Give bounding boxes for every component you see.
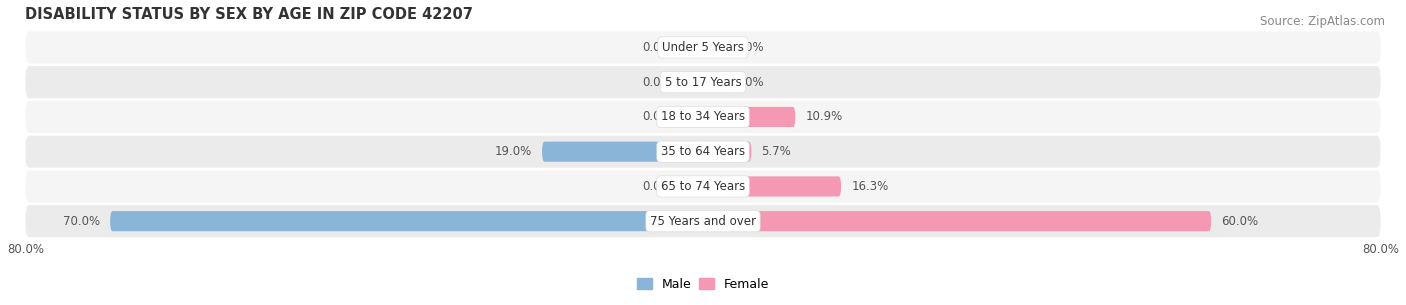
Text: 0.0%: 0.0% xyxy=(643,110,672,124)
Text: 5.7%: 5.7% xyxy=(762,145,792,158)
FancyBboxPatch shape xyxy=(25,66,1381,98)
FancyBboxPatch shape xyxy=(703,142,751,162)
Text: 19.0%: 19.0% xyxy=(495,145,531,158)
Text: 10.9%: 10.9% xyxy=(806,110,842,124)
Legend: Male, Female: Male, Female xyxy=(637,278,769,291)
FancyBboxPatch shape xyxy=(25,101,1381,133)
FancyBboxPatch shape xyxy=(703,176,841,196)
FancyBboxPatch shape xyxy=(25,136,1381,168)
FancyBboxPatch shape xyxy=(703,37,724,58)
Text: 65 to 74 Years: 65 to 74 Years xyxy=(661,180,745,193)
FancyBboxPatch shape xyxy=(682,72,703,92)
FancyBboxPatch shape xyxy=(703,211,1211,231)
FancyBboxPatch shape xyxy=(543,142,703,162)
Text: DISABILITY STATUS BY SEX BY AGE IN ZIP CODE 42207: DISABILITY STATUS BY SEX BY AGE IN ZIP C… xyxy=(25,7,474,22)
FancyBboxPatch shape xyxy=(682,176,703,196)
Text: 70.0%: 70.0% xyxy=(63,215,100,228)
FancyBboxPatch shape xyxy=(703,72,724,92)
Text: 18 to 34 Years: 18 to 34 Years xyxy=(661,110,745,124)
Text: 60.0%: 60.0% xyxy=(1222,215,1258,228)
Text: Under 5 Years: Under 5 Years xyxy=(662,41,744,54)
FancyBboxPatch shape xyxy=(682,107,703,127)
FancyBboxPatch shape xyxy=(25,170,1381,203)
Text: 75 Years and over: 75 Years and over xyxy=(650,215,756,228)
Text: 0.0%: 0.0% xyxy=(734,41,763,54)
Text: 5 to 17 Years: 5 to 17 Years xyxy=(665,76,741,89)
FancyBboxPatch shape xyxy=(110,211,703,231)
Text: 0.0%: 0.0% xyxy=(643,41,672,54)
Text: 16.3%: 16.3% xyxy=(851,180,889,193)
Text: 0.0%: 0.0% xyxy=(643,76,672,89)
FancyBboxPatch shape xyxy=(703,107,796,127)
FancyBboxPatch shape xyxy=(25,31,1381,63)
Text: 0.0%: 0.0% xyxy=(734,76,763,89)
Text: 35 to 64 Years: 35 to 64 Years xyxy=(661,145,745,158)
FancyBboxPatch shape xyxy=(682,37,703,58)
Text: 0.0%: 0.0% xyxy=(643,180,672,193)
Text: Source: ZipAtlas.com: Source: ZipAtlas.com xyxy=(1260,15,1385,28)
FancyBboxPatch shape xyxy=(25,205,1381,237)
